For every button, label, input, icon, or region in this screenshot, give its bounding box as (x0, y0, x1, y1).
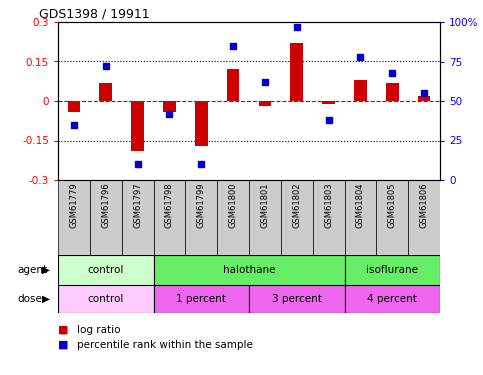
Bar (154, 285, 249, 313)
Text: 4 percent: 4 percent (367, 294, 417, 304)
Text: GSM61803: GSM61803 (324, 182, 333, 228)
Text: 1 percent: 1 percent (176, 294, 226, 304)
Bar (258, 101, 271, 106)
Text: control: control (87, 294, 124, 304)
Text: ▶: ▶ (42, 294, 50, 304)
Text: control: control (87, 265, 124, 275)
Bar (58, 285, 154, 313)
Bar (313, 180, 344, 255)
Bar (344, 285, 440, 313)
Text: dose: dose (17, 294, 42, 304)
Bar (418, 96, 430, 101)
Bar (163, 101, 176, 111)
Bar (185, 180, 217, 255)
Text: GSM61779: GSM61779 (70, 182, 78, 228)
Bar (281, 180, 313, 255)
Bar (408, 180, 440, 255)
Text: GSM61797: GSM61797 (133, 182, 142, 228)
Bar (344, 255, 440, 285)
Text: halothane: halothane (223, 265, 275, 275)
Text: isoflurane: isoflurane (366, 265, 418, 275)
Bar (68, 101, 80, 111)
Bar (154, 255, 344, 285)
Text: GSM61801: GSM61801 (260, 182, 270, 228)
Bar (376, 180, 408, 255)
Bar (249, 285, 344, 313)
Bar (99, 82, 112, 101)
Text: GSM61802: GSM61802 (292, 182, 301, 228)
Text: agent: agent (17, 265, 47, 275)
Text: GSM61798: GSM61798 (165, 182, 174, 228)
Bar (354, 80, 367, 101)
Bar (58, 180, 90, 255)
Text: GSM61799: GSM61799 (197, 182, 206, 228)
Bar (58, 255, 154, 285)
Text: GSM61806: GSM61806 (420, 182, 428, 228)
Bar (386, 82, 398, 101)
Text: ▶: ▶ (42, 265, 50, 275)
Bar (322, 101, 335, 104)
Bar (122, 180, 154, 255)
Text: percentile rank within the sample: percentile rank within the sample (77, 340, 253, 350)
Text: GSM61800: GSM61800 (228, 182, 238, 228)
Text: GSM61796: GSM61796 (101, 182, 110, 228)
Text: GDS1398 / 19911: GDS1398 / 19911 (39, 8, 150, 21)
Text: 3 percent: 3 percent (272, 294, 322, 304)
Text: GSM61805: GSM61805 (388, 182, 397, 228)
Text: ■: ■ (58, 340, 69, 350)
Text: log ratio: log ratio (77, 325, 121, 335)
Text: GSM61804: GSM61804 (356, 182, 365, 228)
Bar (217, 180, 249, 255)
Bar (344, 180, 376, 255)
Text: ■: ■ (58, 325, 69, 335)
Bar (195, 101, 208, 146)
Bar (131, 101, 144, 151)
Bar (90, 180, 122, 255)
Bar (249, 180, 281, 255)
Bar (290, 43, 303, 101)
Bar (227, 69, 240, 101)
Bar (154, 180, 185, 255)
